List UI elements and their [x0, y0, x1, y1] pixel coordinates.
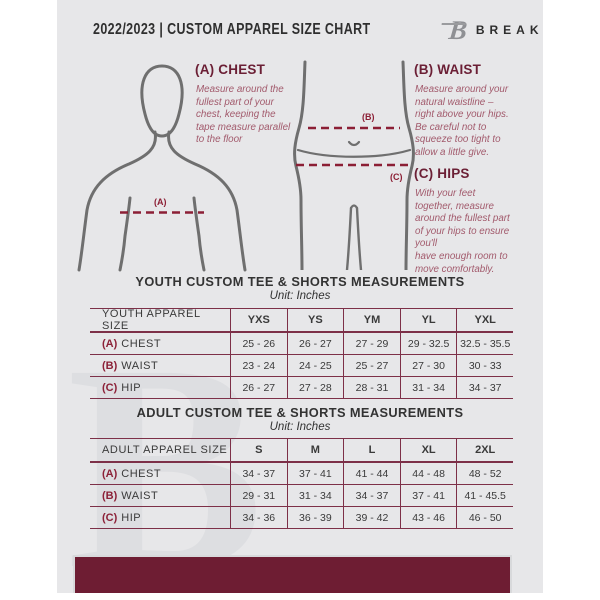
column-header: S	[230, 438, 287, 463]
row-label-text: WAIST	[121, 359, 159, 372]
torso-diagram: (A)	[77, 64, 247, 272]
row-label: (A) CHEST	[90, 463, 230, 485]
table-cell: 29 - 32.5	[399, 333, 457, 355]
brand-name: BREAKAWAY	[475, 23, 543, 37]
column-header: YOUTH APPAREL SIZE	[90, 308, 230, 333]
page-header: 2022/2023 | CUSTOM APPAREL SIZE CHART B …	[93, 14, 543, 46]
waist-guide-text: Measure around your natural waistline – …	[415, 84, 509, 158]
table-cell: 31 - 34	[399, 377, 457, 399]
breakaway-logo-icon: B	[447, 14, 469, 45]
adult-section-title: ADULT CUSTOM TEE & SHORTS MEASUREMENTS	[136, 405, 464, 420]
row-label: (B) WAIST	[90, 485, 230, 507]
waist-marker-label: (B)	[362, 112, 375, 122]
table-cell: 26 - 27	[286, 333, 344, 355]
table-cell: 27 - 28	[286, 377, 344, 399]
footer-accent-bar	[73, 555, 512, 593]
row-marker: (A)	[102, 467, 118, 480]
youth-section-unit: Unit: Inches	[269, 290, 331, 302]
lower-body-diagram: (B) (C)	[293, 60, 415, 270]
chest-marker-label: (A)	[154, 197, 167, 207]
row-label: (B) WAIST	[90, 355, 230, 377]
table-cell: 25 - 26	[230, 333, 287, 355]
table-cell: 31 - 34	[286, 485, 344, 507]
youth-section-title: YOUTH CUSTOM TEE & SHORTS MEASUREMENTS	[135, 274, 465, 289]
table-cell: 34 - 37	[343, 485, 400, 507]
row-marker: (C)	[102, 381, 118, 394]
row-label: (C) HIP	[90, 377, 230, 399]
row-marker: (B)	[102, 359, 118, 372]
table-cell: 34 - 36	[230, 507, 287, 529]
row-label-text: WAIST	[121, 489, 159, 502]
column-header: M	[286, 438, 344, 463]
table-cell: 41 - 45.5	[456, 485, 513, 507]
row-label-text: CHEST	[121, 467, 162, 480]
table-cell: 34 - 37	[230, 463, 287, 485]
waist-guide-heading: (B) WAIST	[414, 62, 482, 77]
column-header: YXS	[230, 308, 287, 333]
table-cell: 41 - 44	[343, 463, 400, 485]
column-header: YS	[286, 308, 344, 333]
table-cell: 48 - 52	[456, 463, 513, 485]
column-header: YM	[343, 308, 400, 333]
table-cell: 34 - 37	[456, 377, 513, 399]
table-cell: 23 - 24	[230, 355, 287, 377]
adult-size-table: ADULT APPAREL SIZE S M L XL 2XL (A) CHEST 34 - 3…	[90, 438, 513, 529]
chest-guide-heading: (A) CHEST	[195, 62, 266, 77]
row-label: (C) HIP	[90, 507, 230, 529]
row-label-text: HIP	[121, 381, 142, 394]
table-cell: 28 - 31	[343, 377, 400, 399]
table-cell: 44 - 48	[399, 463, 457, 485]
column-header: YL	[399, 308, 457, 333]
column-header: ADULT APPAREL SIZE	[90, 438, 230, 463]
hips-marker-label: (C)	[390, 172, 403, 182]
table-cell: 32.5 - 35.5	[456, 333, 513, 355]
table-cell: 24 - 25	[286, 355, 344, 377]
adult-section-unit: Unit: Inches	[269, 421, 331, 433]
hips-guide-heading: (C) HIPS	[414, 166, 470, 181]
table-cell: 27 - 29	[343, 333, 400, 355]
row-label-text: HIP	[121, 511, 142, 524]
table-cell: 37 - 41	[286, 463, 344, 485]
table-cell: 37 - 41	[399, 485, 457, 507]
table-cell: 43 - 46	[399, 507, 457, 529]
chest-guide-text: Measure around the fullest part of your …	[196, 84, 291, 146]
row-marker: (A)	[102, 337, 118, 350]
table-cell: 29 - 31	[230, 485, 287, 507]
table-cell: 26 - 27	[230, 377, 287, 399]
brand-lockup: B BREAKAWAY	[447, 14, 543, 45]
table-cell: 27 - 30	[399, 355, 457, 377]
column-header: YXL	[456, 308, 513, 333]
table-cell: 46 - 50	[456, 507, 513, 529]
table-cell: 25 - 27	[343, 355, 400, 377]
youth-size-table: YOUTH APPAREL SIZE YXS YS YM YL YXL (A) CHEST 25…	[90, 308, 513, 399]
column-header: XL	[399, 438, 457, 463]
column-header: 2XL	[456, 438, 513, 463]
row-label: (A) CHEST	[90, 333, 230, 355]
page-title: 2022/2023 | CUSTOM APPAREL SIZE CHART	[93, 21, 371, 38]
row-marker: (B)	[102, 489, 118, 502]
row-label-text: CHEST	[121, 337, 162, 350]
hips-guide-text: With your feet together, measure around …	[415, 188, 510, 275]
row-marker: (C)	[102, 511, 118, 524]
column-header: L	[343, 438, 400, 463]
table-cell: 30 - 33	[456, 355, 513, 377]
table-cell: 39 - 42	[343, 507, 400, 529]
table-cell: 36 - 39	[286, 507, 344, 529]
page-background: B 2022/2023 | CUSTOM APPAREL SIZE CHART …	[57, 0, 543, 593]
